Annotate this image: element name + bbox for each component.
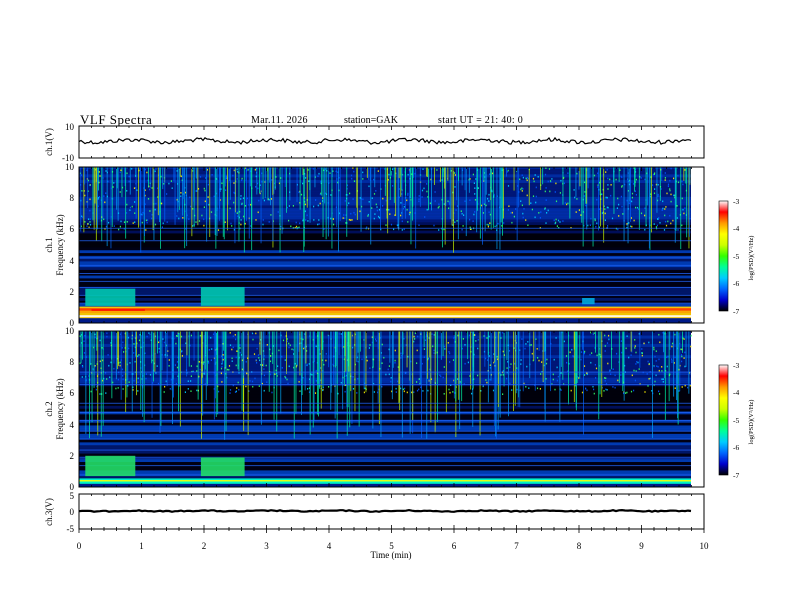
ch1-ytick-8: 8: [70, 193, 75, 203]
ch2-cb-tick-m3: -3: [733, 361, 739, 370]
ch1-cb-tick-m6: -6: [733, 279, 739, 288]
ch2-cb-tick-m4: -4: [733, 388, 739, 397]
ch1-waveform-panel: 10 -10 ch.1(V): [44, 122, 704, 163]
ch1-spectrogram-image: [79, 166, 691, 324]
ch2-colorbar: -3 -4 -5 -6 -7 log(PSD)(V²/Hz): [719, 361, 755, 480]
ch2-spectrogram-image: [79, 330, 692, 488]
ch1-waveform-frame: [79, 126, 704, 158]
ch2-ytick-10: 10: [65, 326, 75, 336]
ch2-ytick-2: 2: [70, 451, 75, 461]
time-axis-labels: 0 1 2 3 4 5 6 7 8 9 10 Time (min): [77, 541, 709, 560]
ch1-waveform-line: [79, 138, 691, 144]
xtick-1: 1: [139, 541, 144, 551]
xtick-3: 3: [264, 541, 269, 551]
time-axis-xlabel: Time (min): [371, 550, 412, 560]
ch1-ytick-4: 4: [70, 256, 75, 266]
ch1-cb-tick-m4: -4: [733, 224, 739, 233]
ch3-waveform-panel: 5 0 -5 ch.3(V): [44, 491, 704, 534]
xtick-7: 7: [514, 541, 519, 551]
ch1-channel-label: ch.1: [44, 237, 54, 252]
xtick-8: 8: [577, 541, 582, 551]
ch2-ytick-8: 8: [70, 357, 75, 367]
ch3-waveform-ylabel: ch.3(V): [44, 498, 54, 526]
ch1-ytick-top: 10: [65, 122, 75, 132]
ch2-ytick-4: 4: [70, 420, 75, 430]
ch2-spectrogram-panel: 10 8 6 4 2 0 ch.2 Frequency (kHz): [44, 326, 704, 492]
ch3-waveform-line: [79, 510, 691, 512]
xtick-4: 4: [327, 541, 332, 551]
ch1-ytick-6: 6: [70, 224, 75, 234]
ch3-ytick-top: 5: [70, 491, 75, 501]
ch1-spectrogram-panel: 10 8 6 4 2 0 ch.1 Frequency (kHz): [44, 162, 704, 328]
xtick-2: 2: [202, 541, 207, 551]
xtick-10: 10: [700, 541, 710, 551]
ch1-colorbar-scale: [719, 201, 728, 311]
ch3-ytick-mid: 0: [70, 507, 75, 517]
ch2-ytick-6: 6: [70, 388, 75, 398]
ch1-cb-tick-m5: -5: [733, 252, 739, 261]
ch1-ytick-2: 2: [70, 287, 75, 297]
ch1-ytick-10: 10: [65, 162, 75, 172]
ch3-ytick-bottom: -5: [67, 524, 75, 534]
ch1-colorbar-label: log(PSD)(V²/Hz): [748, 236, 755, 281]
ch2-colorbar-label: log(PSD)(V²/Hz): [748, 400, 755, 445]
xtick-9: 9: [639, 541, 644, 551]
xtick-0: 0: [77, 541, 82, 551]
ch1-frequency-ylabel: Frequency (kHz): [55, 214, 65, 275]
ch1-cb-tick-m3: -3: [733, 197, 739, 206]
ch2-cb-tick-m6: -6: [733, 443, 739, 452]
ch1-colorbar: -3 -4 -5 -6 -7 log(PSD)(V²/Hz): [719, 197, 755, 316]
ch2-frequency-ticks: 10 8 6 4 2 0: [65, 326, 75, 492]
ch2-cb-tick-m5: -5: [733, 416, 739, 425]
ch2-channel-label: ch.2: [44, 401, 54, 416]
ch2-frequency-ylabel: Frequency (kHz): [55, 378, 65, 439]
ch2-colorbar-scale: [719, 365, 728, 475]
ch1-cb-tick-m7: -7: [733, 307, 739, 316]
xtick-6: 6: [452, 541, 457, 551]
ch2-cb-tick-m7: -7: [733, 471, 739, 480]
ch1-waveform-ylabel: ch.1(V): [44, 128, 54, 156]
ch1-frequency-ticks: 10 8 6 4 2 0: [65, 162, 75, 328]
